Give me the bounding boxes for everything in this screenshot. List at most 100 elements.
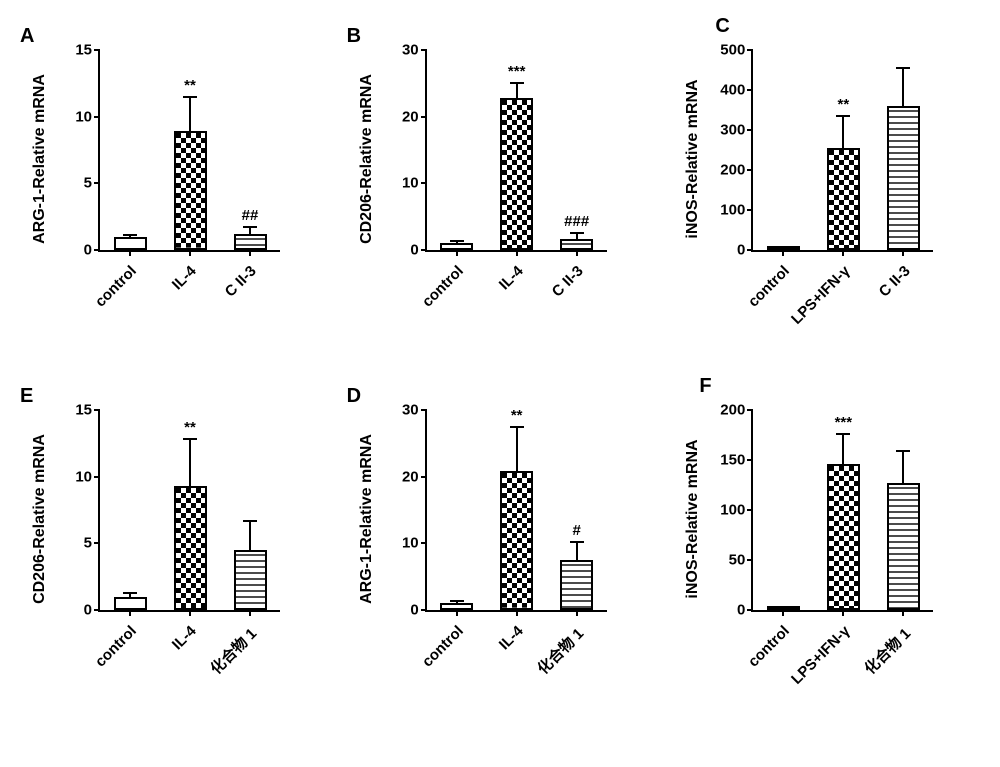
plot-area: 050100150200control***LPS+IFN-γ化合物 1	[751, 410, 933, 612]
y-axis-label: iNOS-Relative mRNA	[684, 439, 702, 598]
error-cap	[243, 226, 257, 228]
plot-area: 0100200300400500control**LPS+IFN-γC II-3	[751, 50, 933, 252]
significance-label: ###	[564, 213, 589, 230]
y-tick-label: 0	[410, 242, 426, 259]
x-axis-label: C II-3	[875, 262, 913, 300]
significance-label: **	[511, 407, 523, 424]
x-tick	[189, 250, 191, 256]
significance-label: #	[572, 522, 580, 539]
x-tick	[576, 610, 578, 616]
x-tick	[456, 250, 458, 256]
bar	[827, 148, 860, 250]
x-axis-label: control	[419, 622, 467, 670]
bar	[174, 131, 207, 250]
error-cap	[450, 240, 464, 242]
panel-E: ECD206-Relative mRNA051015control**IL-4化…	[20, 380, 327, 730]
y-tick-label: 200	[720, 162, 753, 179]
error-cap	[570, 232, 584, 234]
error-bar	[902, 451, 904, 483]
bar	[560, 239, 593, 250]
x-axis-label: 化合物 1	[533, 623, 589, 679]
y-tick-label: 200	[720, 402, 753, 419]
panel-letter: F	[699, 375, 711, 398]
error-cap	[836, 115, 850, 117]
plot-area: 051015control**IL-4化合物 1	[98, 410, 280, 612]
panel-B: B CD206-Relative mRNA 0102030control***IL-…	[347, 20, 654, 370]
y-tick-label: 500	[720, 42, 753, 59]
bar	[767, 246, 800, 250]
y-tick-label: 0	[410, 602, 426, 619]
error-bar	[189, 439, 191, 486]
y-axis-label: ARG-1-Relative mRNA	[31, 74, 49, 244]
panel-F: FiNOS-Relative mRNA050100150200control**…	[673, 380, 980, 730]
x-axis-label: C II-3	[549, 262, 587, 300]
y-tick-label: 100	[720, 202, 753, 219]
x-axis-label: 化合物 1	[206, 623, 262, 679]
error-cap	[510, 82, 524, 84]
bar	[114, 597, 147, 610]
error-bar	[516, 83, 518, 98]
error-cap	[183, 438, 197, 440]
chart-grid: A ARG-1-Relative mRNA 0 5 10 15 control ** IL-4 #…	[20, 20, 980, 730]
x-axis-label: IL-4	[496, 262, 527, 293]
error-bar	[902, 68, 904, 106]
x-tick	[782, 610, 784, 616]
y-axis-label: iNOS-Relative mRNA	[684, 79, 702, 238]
x-axis-label: IL-4	[169, 262, 200, 293]
error-cap	[510, 426, 524, 428]
x-axis-label: control	[745, 622, 793, 670]
x-tick	[456, 610, 458, 616]
x-tick	[189, 610, 191, 616]
panel-letter: A	[20, 25, 34, 48]
plot-area: 0102030control***IL-4###C II-3	[425, 50, 607, 252]
significance-label: ##	[242, 207, 259, 224]
x-axis-label: control	[419, 262, 467, 310]
error-cap	[123, 234, 137, 236]
y-tick-label: 10	[402, 175, 427, 192]
x-tick	[129, 250, 131, 256]
bar	[500, 471, 533, 610]
x-axis-label: 化合物 1	[859, 623, 915, 679]
x-tick	[842, 610, 844, 616]
significance-label: **	[184, 419, 196, 436]
y-tick-label: 150	[720, 452, 753, 469]
panel-letter: D	[347, 385, 361, 408]
y-axis-label: CD206-Relative mRNA	[358, 74, 376, 244]
error-cap	[450, 600, 464, 602]
y-tick-label: 100	[720, 502, 753, 519]
y-tick-label: 5	[84, 175, 100, 192]
x-tick	[516, 610, 518, 616]
error-bar	[842, 116, 844, 147]
y-tick-label: 50	[729, 552, 754, 569]
y-tick-label: 10	[75, 468, 100, 485]
y-tick-label: 0	[737, 602, 753, 619]
y-tick-label: 15	[75, 42, 100, 59]
error-cap	[183, 96, 197, 98]
error-bar	[842, 434, 844, 464]
x-axis-label: IL-4	[169, 622, 200, 653]
significance-label: ***	[508, 63, 526, 80]
x-axis-label: IL-4	[496, 622, 527, 653]
error-bar	[249, 521, 251, 550]
y-tick-label: 10	[402, 535, 427, 552]
y-tick-label: 400	[720, 82, 753, 99]
significance-label: **	[184, 77, 196, 94]
error-bar	[576, 542, 578, 560]
x-tick	[576, 250, 578, 256]
x-tick	[782, 250, 784, 256]
y-tick-label: 300	[720, 122, 753, 139]
panel-D: DARG-1-Relative mRNA0102030control**IL-4…	[347, 380, 654, 730]
x-tick	[249, 250, 251, 256]
panel-letter: B	[347, 25, 361, 48]
error-cap	[896, 67, 910, 69]
significance-label: ***	[835, 414, 853, 431]
bar	[500, 98, 533, 250]
x-axis-label: LPS+IFN-γ	[788, 622, 853, 687]
x-axis-label: control	[92, 622, 140, 670]
panel-letter: C	[715, 15, 729, 38]
error-cap	[836, 433, 850, 435]
x-axis-label: C II-3	[222, 262, 260, 300]
bar	[440, 603, 473, 610]
bar	[174, 486, 207, 610]
error-cap	[896, 450, 910, 452]
